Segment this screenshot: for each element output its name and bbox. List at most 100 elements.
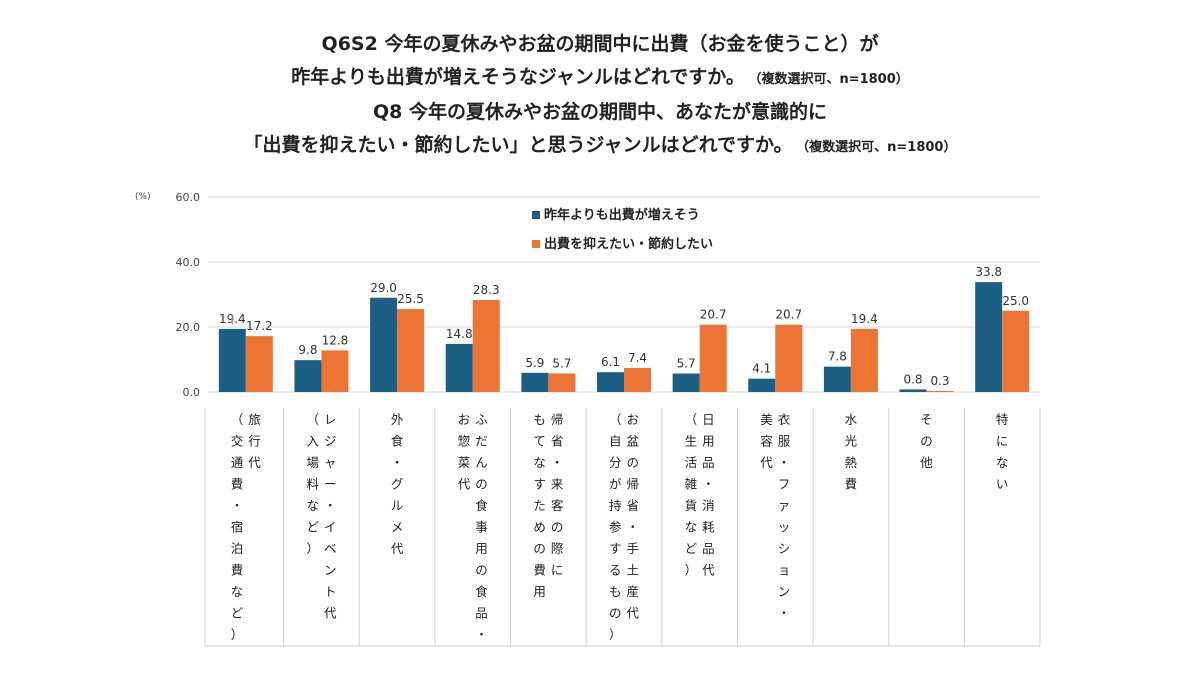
category-label-char: 費 (231, 477, 244, 492)
category-label-char: が (609, 477, 622, 492)
category-label-char: 容 (760, 434, 773, 449)
data-label: 25.5 (397, 292, 424, 306)
category-label-char: （ (685, 412, 698, 427)
bar-save (397, 309, 425, 392)
category-label-char: ・ (778, 455, 791, 470)
category-label-char: ー (324, 477, 337, 492)
category-label-char: す (533, 477, 546, 492)
data-label: 12.8 (322, 333, 349, 347)
category-label-char: 食 (475, 498, 488, 513)
category-label-char: 代 (626, 606, 639, 621)
category-label-char: て (533, 434, 546, 449)
bar-save (472, 300, 500, 392)
category-label-char: 水 (845, 412, 858, 427)
category-label-char: （ (231, 412, 244, 427)
bar-increase (975, 282, 1003, 392)
category-label-char: 参 (609, 520, 622, 535)
category-label-char: ル (391, 498, 404, 513)
bar-save (1002, 310, 1030, 392)
category-label-char: 来 (551, 477, 564, 492)
bar-increase (823, 366, 851, 392)
category-label-char: ジ (324, 434, 337, 449)
category-label-char: お (458, 412, 471, 427)
data-label: 33.8 (975, 265, 1002, 279)
category-label-char: 日 (702, 412, 715, 427)
category-label-char: ・ (231, 498, 244, 513)
category-label-char: 惣 (458, 434, 471, 449)
category-label-char: 盆 (626, 434, 639, 449)
data-label: 5.7 (677, 356, 696, 370)
category-label-char: 通 (231, 455, 244, 470)
category-label-char: 熱 (845, 455, 858, 470)
category-label-char: 入 (306, 434, 319, 449)
data-label: 4.1 (752, 362, 771, 376)
bar-save (624, 367, 651, 392)
category-label-char: 雑 (685, 477, 698, 492)
data-label: 7.4 (628, 351, 647, 365)
category-label-char: 費 (533, 563, 546, 578)
category-label-char: 泊 (231, 541, 244, 556)
category-label-char: ） (609, 627, 622, 642)
title-line-3-text: Q8 今年の夏休みやお盆の期間中、あなたが意識的に (373, 101, 827, 123)
category-label-char: 代 (324, 606, 337, 621)
title-line-4-text: 「出費を抑えたい・節約したい」と思うジャンルはどれですか。 (243, 134, 793, 156)
bar-increase (370, 297, 398, 392)
data-label: 28.3 (473, 283, 500, 297)
category-label-char: ど (306, 520, 319, 535)
category-label-char: ・ (324, 498, 337, 513)
category-label-char: な (231, 584, 244, 599)
category-label-char: フ (778, 477, 791, 492)
category-labels: 旅行代（交通費・宿泊費など）レジャー・イベント代（入場料など）外食・グルメ代ふだ… (231, 412, 1009, 642)
category-label-char: 外 (391, 412, 404, 427)
bar-increase (672, 373, 700, 392)
category-label-char: ・ (391, 455, 404, 470)
category-label-char: 菜 (458, 455, 471, 470)
category-label-char: の (551, 520, 564, 535)
category-label-char: の (626, 455, 639, 470)
data-label: 5.9 (525, 356, 544, 370)
category-label-char: 代 (760, 455, 773, 470)
legend-swatch (532, 240, 540, 248)
y-axis: 0.0 20.0 40.0 60.0 (%) (135, 191, 200, 399)
chart-title-block: Q6S2 今年の夏休みやお盆の期間中に出費（お金を使うこと）が 昨年よりも出費が… (0, 28, 1200, 164)
category-label-char: ・ (626, 520, 639, 535)
category-label-char: 用 (702, 434, 715, 449)
category-label-char: 産 (626, 584, 639, 599)
category-label-char: に (996, 434, 1009, 449)
legend-label: 昨年よりも出費が増えそう (544, 207, 700, 223)
category-label-char: ど (685, 541, 698, 556)
category-label-char: 宿 (231, 520, 244, 535)
bar-increase (218, 328, 246, 392)
category-label-char: の (920, 434, 933, 449)
category-label-char: 代 (248, 455, 261, 470)
category-label-char: 自 (609, 434, 622, 449)
category-label-char: ト (324, 584, 337, 599)
category-label-char: る (609, 563, 622, 578)
category-label-char: な (533, 455, 546, 470)
category-label-char: ョ (778, 563, 791, 578)
data-label: 20.7 (700, 308, 727, 322)
category-label-char: な (996, 455, 1009, 470)
category-label-char: 旅 (248, 412, 261, 427)
bar-save (850, 328, 878, 392)
title-line-3: Q8 今年の夏休みやお盆の期間中、あなたが意識的に (0, 96, 1200, 129)
category-label-char: ふ (475, 412, 488, 427)
category-label-char: （ (609, 412, 622, 427)
bar-increase (899, 389, 927, 392)
category-label-char: も (609, 584, 622, 599)
category-label-char: ャ (324, 455, 337, 470)
category-label-char: 光 (845, 434, 858, 449)
category-label-char: 品 (475, 606, 488, 621)
category-label-char: ん (475, 455, 488, 470)
category-label-char: 衣 (778, 412, 791, 427)
data-label: 6.1 (601, 355, 620, 369)
title-line-2-text: 昨年よりも出費が増えそうなジャンルはどれですか。 (291, 66, 745, 88)
legend-label: 出費を抑えたい・節約したい (544, 236, 713, 252)
legend-swatch (532, 211, 540, 219)
category-label-char: 土 (626, 563, 639, 578)
category-label-char: 代 (391, 541, 404, 556)
category-label-char: ァ (778, 498, 791, 513)
category-label-char: 持 (609, 498, 622, 513)
bar-increase (521, 372, 549, 392)
category-label-char: （ (306, 412, 319, 427)
